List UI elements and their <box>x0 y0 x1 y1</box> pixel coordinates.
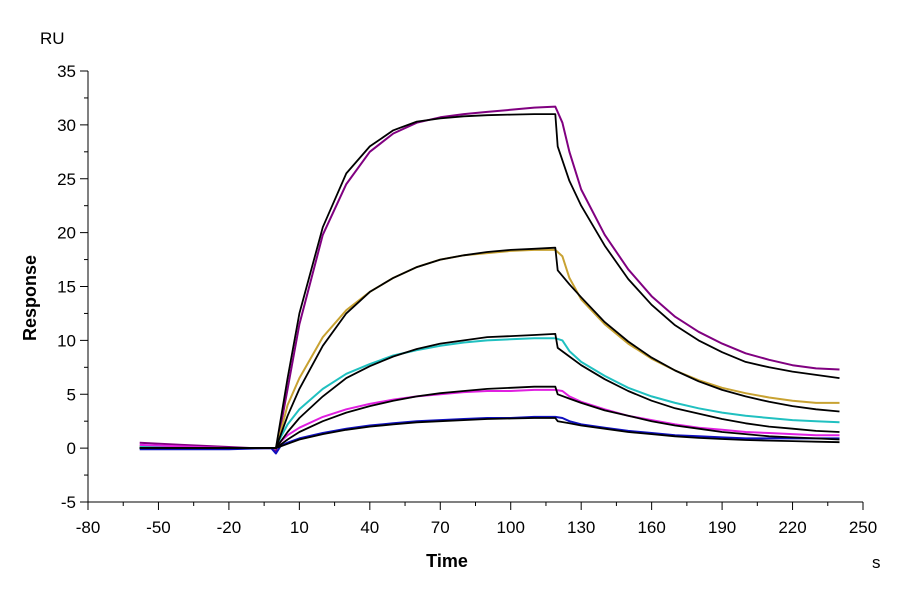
response-curve-line <box>139 248 840 450</box>
y-tick-label: 25 <box>57 170 76 189</box>
x-tick-label: -50 <box>146 518 171 537</box>
y-tick-label: 0 <box>67 439 76 458</box>
y-tick-label: -5 <box>61 493 76 512</box>
response-curve-line <box>139 105 840 453</box>
y-tick-label: 20 <box>57 224 76 243</box>
y-tick-label: 15 <box>57 278 76 297</box>
x-tick-label: 40 <box>360 518 379 537</box>
fit-curve-line <box>139 332 840 450</box>
response-curve-line <box>139 337 840 450</box>
x-unit-label: s <box>872 553 881 572</box>
fit-curve-line <box>139 385 840 450</box>
y-unit-label: RU <box>40 29 65 48</box>
y-tick-label: 10 <box>57 331 76 350</box>
x-axis-title: Time <box>426 551 468 571</box>
x-tick-label: 70 <box>431 518 450 537</box>
x-tick-label: 220 <box>778 518 806 537</box>
y-tick-label: 35 <box>57 62 76 81</box>
x-tick-label: -20 <box>217 518 242 537</box>
y-axis-title: Response <box>20 255 40 341</box>
x-ticks: -80 -50 -20 10 40 70 100 130 160 190 220 250 <box>76 502 877 537</box>
y-tick-label: 5 <box>67 385 76 404</box>
fit-curve-line <box>139 113 840 450</box>
x-tick-label: 100 <box>497 518 525 537</box>
series-layer <box>139 105 840 455</box>
y-tick-label: 30 <box>57 116 76 135</box>
x-tick-label: 10 <box>290 518 309 537</box>
x-tick-label: -80 <box>76 518 101 537</box>
axes <box>87 71 863 503</box>
fit-curve-line <box>139 246 840 450</box>
y-ticks: -5 0 5 10 15 20 25 30 35 <box>57 62 88 512</box>
x-tick-label: 190 <box>708 518 736 537</box>
fit-curve-line <box>139 417 840 450</box>
x-tick-label: 130 <box>567 518 595 537</box>
response-curve-line <box>139 388 840 450</box>
x-tick-label: 160 <box>637 518 665 537</box>
x-tick-label: 250 <box>849 518 877 537</box>
